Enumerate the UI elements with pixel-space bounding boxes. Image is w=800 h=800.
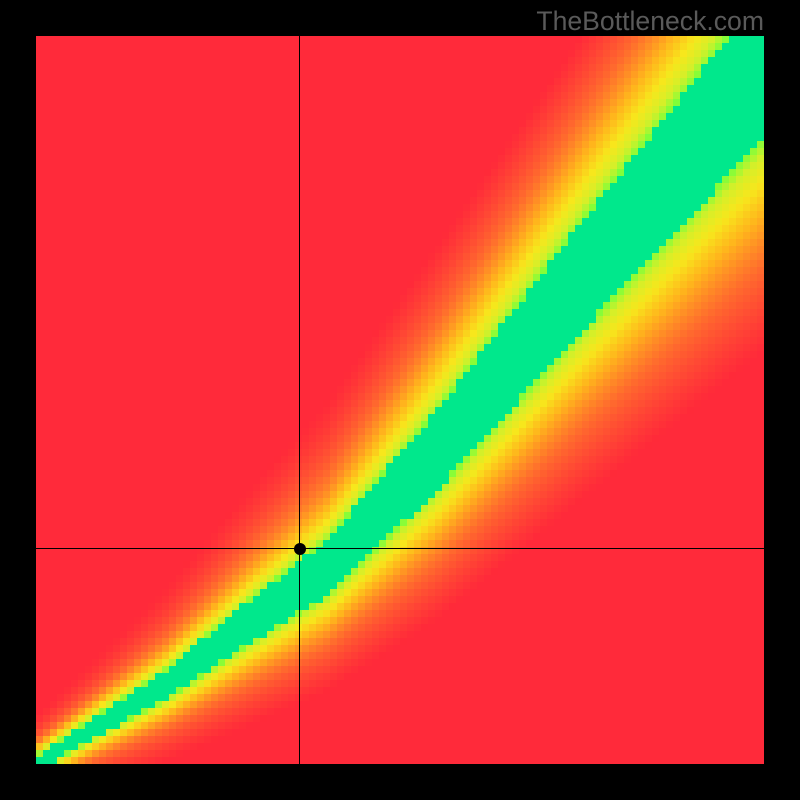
watermark-label: TheBottleneck.com [536,6,764,37]
bottleneck-heatmap [36,36,764,764]
crosshair-marker [294,543,306,555]
chart-container: { "type": "heatmap", "source_label": "Th… [0,0,800,800]
crosshair-horizontal [36,548,764,549]
crosshair-vertical [299,36,300,764]
